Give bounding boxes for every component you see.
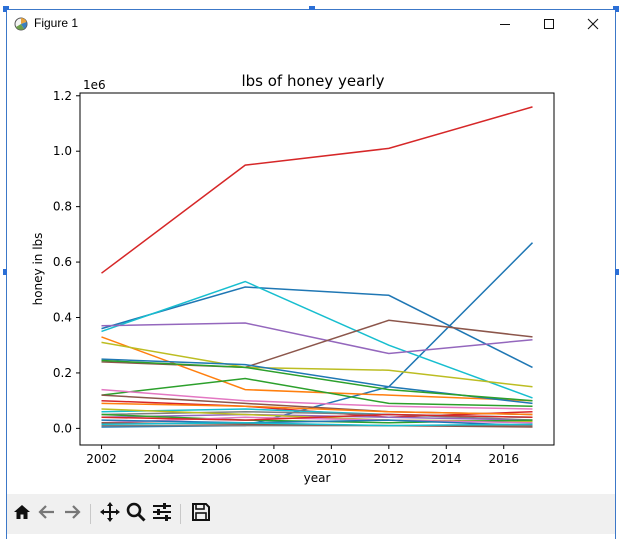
y-axis-offset-label: 1e6	[83, 78, 106, 92]
resize-handle-left[interactable]	[3, 269, 9, 275]
figure-canvas[interactable]: lbs of honey yearly 1e6 2002 2004 2006 2008…	[7, 38, 615, 494]
y-tick-label: 0.6	[53, 255, 72, 269]
save-icon	[190, 501, 212, 527]
x-tick-label: 2012	[374, 452, 405, 466]
home-button[interactable]	[10, 502, 34, 526]
series-line-16	[101, 410, 533, 421]
back-arrow-icon	[37, 502, 57, 526]
series-line-13	[101, 388, 533, 410]
x-tick-label: 2004	[144, 452, 175, 466]
resize-handle-top[interactable]	[309, 6, 315, 12]
series-line-18	[101, 413, 533, 421]
series-line-8	[101, 341, 533, 388]
series-line-4	[101, 280, 533, 399]
x-tick-label: 2002	[86, 452, 117, 466]
resize-handle-top-left[interactable]	[3, 6, 9, 12]
close-button[interactable]	[571, 10, 615, 38]
close-icon	[587, 15, 599, 34]
series-line-22	[101, 419, 533, 427]
save-button[interactable]	[189, 502, 213, 526]
toolbar-separator	[180, 504, 181, 524]
series-line-26	[101, 422, 533, 427]
y-axis-label: honey in lbs	[31, 233, 45, 306]
plot-area-frame	[79, 92, 555, 446]
configure-subplots-icon	[151, 501, 173, 527]
minimize-button[interactable]	[483, 10, 527, 38]
y-tick-label: 1.0	[53, 144, 72, 158]
toolbar-separator	[90, 504, 91, 524]
zoom-icon	[125, 501, 147, 527]
forward-button[interactable]	[60, 502, 84, 526]
series-line-1	[101, 106, 533, 274]
series-line-9	[101, 358, 533, 405]
x-tick-label: 2016	[488, 452, 519, 466]
resize-handle-top-right[interactable]	[613, 6, 619, 12]
figure-app-icon	[13, 15, 29, 31]
x-axis-label: year	[304, 471, 331, 485]
line-chart: lbs of honey yearly 1e6 2002 2004 2006 2008…	[31, 72, 555, 485]
y-tick-label: 0.4	[53, 311, 72, 325]
chart-title: lbs of honey yearly	[241, 72, 384, 90]
series-line-17	[101, 402, 533, 416]
pan-button[interactable]	[98, 502, 122, 526]
x-axis-ticks: 2002 2004 2006 2008 2010 2012 2014 2016	[86, 445, 519, 466]
y-tick-label: 0.8	[53, 200, 72, 214]
minimize-icon	[499, 15, 511, 34]
y-tick-label: 1.2	[53, 89, 72, 103]
x-tick-label: 2006	[201, 452, 232, 466]
title-bar[interactable]: Figure 1	[7, 10, 615, 38]
back-button[interactable]	[35, 502, 59, 526]
y-axis-ticks: 0.0 0.2 0.4 0.6 0.8 1.0 1.2	[53, 89, 80, 435]
forward-arrow-icon	[62, 502, 82, 526]
resize-handle-right[interactable]	[613, 269, 619, 275]
x-tick-label: 2014	[431, 452, 462, 466]
series-line-3	[101, 286, 533, 369]
home-icon	[12, 502, 32, 526]
navigation-toolbar	[7, 494, 615, 534]
y-tick-label: 0.2	[53, 366, 72, 380]
x-tick-label: 2008	[259, 452, 290, 466]
x-tick-label: 2010	[316, 452, 347, 466]
pan-icon	[99, 501, 121, 527]
zoom-button[interactable]	[124, 502, 148, 526]
series-line-25	[101, 413, 533, 421]
series-line-11	[101, 377, 533, 407]
y-tick-label: 0.0	[53, 421, 72, 435]
series-line-5	[101, 322, 533, 355]
series-line-10	[101, 359, 533, 402]
maximize-icon	[543, 15, 555, 34]
series-line-21	[101, 416, 533, 424]
window-title: Figure 1	[34, 16, 79, 30]
series-layer	[101, 106, 534, 428]
maximize-button[interactable]	[527, 10, 571, 38]
configure-subplots-button[interactable]	[150, 502, 174, 526]
